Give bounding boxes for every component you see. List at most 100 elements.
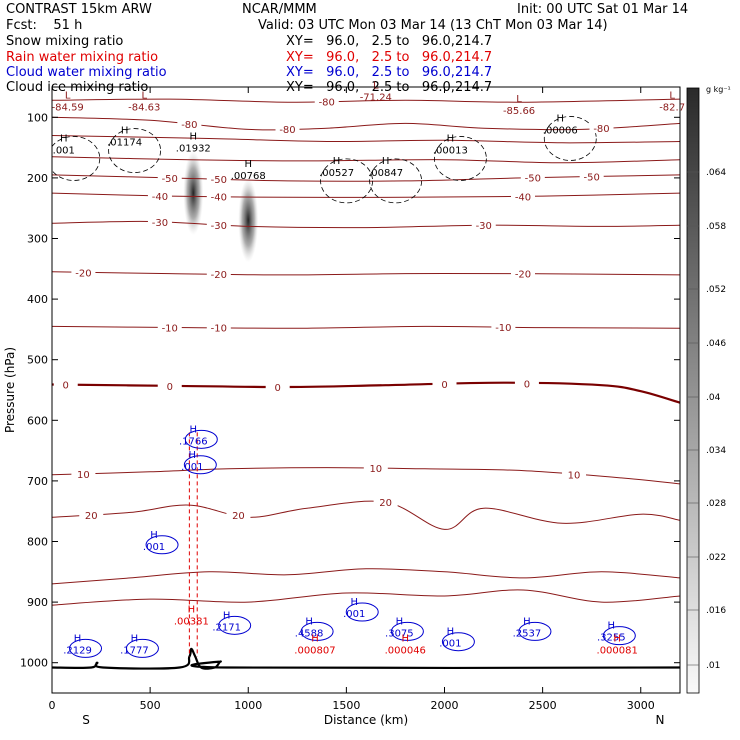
cloud-ice-contour-0 bbox=[52, 136, 101, 181]
temperature-contour-11 bbox=[52, 500, 680, 530]
y-tick-label-6: 700 bbox=[27, 475, 48, 488]
y-tick-label-2: 300 bbox=[27, 233, 48, 246]
temperature-contour-label-6: -50 bbox=[525, 174, 541, 185]
temp-label-bg-29 bbox=[226, 509, 251, 521]
temperature-contour-label-7: -50 bbox=[584, 173, 600, 184]
colorbar bbox=[686, 87, 700, 694]
cloud-water-high-marker-4: H bbox=[131, 633, 139, 644]
cloud-water-maximum-4: .1777 bbox=[120, 645, 149, 656]
temp-label-bg-2 bbox=[275, 122, 300, 134]
temp-label-bg-26 bbox=[363, 462, 388, 474]
cloud-ice-contour-3 bbox=[369, 158, 423, 204]
cloud-water-high-marker-1: H bbox=[189, 450, 197, 461]
cloud-water-high-marker-5: H bbox=[223, 610, 231, 621]
x-tick-label-4: 2000 bbox=[431, 699, 459, 712]
temp-label-bg-24 bbox=[514, 377, 539, 389]
temp-label-bg-8 bbox=[147, 189, 172, 201]
temp-label-bg-5 bbox=[206, 173, 231, 185]
cloud-ice-high-marker-2: H bbox=[333, 156, 341, 167]
colorbar-tick-label-0: .01 bbox=[706, 661, 720, 671]
snow-maximum-0: .01932 bbox=[176, 144, 211, 155]
colorbar-tick-label-8: .058 bbox=[706, 222, 726, 232]
x-tick-label-6: 3000 bbox=[627, 699, 655, 712]
temperature-contour-label-1: -80 bbox=[181, 120, 197, 131]
y-tick-label-3: 400 bbox=[27, 293, 48, 306]
north-end-label: N bbox=[656, 713, 665, 727]
cloud-water-maximum-8: .3075 bbox=[385, 628, 414, 639]
cloud-water-high-marker-6: H bbox=[305, 616, 313, 627]
temperature-contour-label-20: 0 bbox=[63, 381, 69, 392]
field-rain-name: Rain water mixing ratio bbox=[6, 50, 159, 65]
cloud-water-high-marker-10: H bbox=[523, 616, 531, 627]
temperature-contour-label-17: -10 bbox=[162, 323, 178, 334]
y-tick-label-8: 900 bbox=[27, 596, 48, 609]
temperature-contour-label-3: -80 bbox=[593, 124, 609, 135]
field-cloud-water-name: Cloud water mixing ratio bbox=[6, 65, 167, 80]
temperature-contour-label-30: 20 bbox=[379, 498, 392, 509]
y-tick-label-9: 1000 bbox=[20, 657, 48, 670]
snow-maximum-1: .00768 bbox=[231, 171, 266, 182]
cloud-ice-contour-1 bbox=[108, 128, 162, 173]
temperature-contour-label-24: 0 bbox=[524, 379, 530, 390]
cloud-ice-high-marker-4: H bbox=[447, 133, 455, 144]
temp-label-bg-25 bbox=[71, 467, 96, 479]
temperature-contour-0 bbox=[52, 98, 680, 103]
cloud-water-contour-10 bbox=[518, 621, 552, 641]
plot-frame bbox=[51, 86, 681, 694]
y-tick-label-5: 600 bbox=[27, 414, 48, 427]
temperature-contour-label-19: -10 bbox=[495, 323, 511, 334]
snow-shading-0 bbox=[183, 151, 204, 236]
rain-high-marker-2: H bbox=[401, 633, 409, 644]
cloud-water-contour-6 bbox=[300, 621, 334, 641]
rain-maximum-3: .000081 bbox=[597, 645, 638, 656]
field-snow-name: Snow mixing ratio bbox=[6, 34, 124, 49]
temp-label-bg-21 bbox=[157, 379, 182, 391]
colorbar-tick-label-7: .052 bbox=[706, 285, 726, 295]
cloud-water-maximum-0: .1766 bbox=[179, 436, 208, 447]
temperature-contour-7 bbox=[52, 271, 680, 276]
temperature-extremum-4: -82.7 bbox=[659, 102, 685, 113]
colorbar-tick-label-2: .022 bbox=[706, 553, 726, 563]
cloud-water-contour-11 bbox=[602, 626, 636, 646]
cloud-ice-maximum-1: .01174 bbox=[107, 138, 142, 149]
cloud-water-high-marker-7: H bbox=[350, 597, 358, 608]
temperature-contour-label-14: -20 bbox=[75, 268, 91, 279]
snow-high-marker-1: H bbox=[244, 159, 252, 170]
valid-time: Valid: 03 UTC Mon 03 Mar 14 (13 ChT Mon … bbox=[258, 18, 608, 33]
colorbar-tick-label-5: .04 bbox=[706, 393, 721, 403]
temperature-extremum-0: -84.59 bbox=[52, 102, 84, 113]
temperature-contour-label-10: -40 bbox=[515, 192, 531, 203]
y-tick-label-1: 200 bbox=[27, 172, 48, 185]
colorbar-tick-label-6: .046 bbox=[706, 339, 726, 349]
temperature-extremum-2: -71.24 bbox=[360, 93, 392, 104]
south-end-label: S bbox=[82, 713, 90, 727]
temperature-contour-label-21: 0 bbox=[167, 382, 173, 393]
cloud-water-contour-8 bbox=[390, 621, 424, 641]
temperature-contour-2 bbox=[52, 135, 680, 144]
temperature-contour-label-29: 20 bbox=[232, 511, 245, 522]
cloud-water-high-marker-11: H bbox=[608, 621, 616, 632]
low-marker-0: L bbox=[65, 90, 71, 101]
temperature-contour-13 bbox=[52, 589, 680, 606]
cloud-water-maximum-1: .001 bbox=[181, 462, 203, 473]
low-marker-4: L bbox=[669, 90, 675, 101]
cloud-water-high-marker-2: H bbox=[150, 530, 158, 541]
low-marker-3: L bbox=[516, 94, 522, 105]
cloud-ice-contour-2 bbox=[320, 158, 373, 204]
temp-label-bg-12 bbox=[206, 218, 231, 230]
model-title: CONTRAST 15km ARW bbox=[6, 2, 152, 17]
cloud-water-maximum-2: .001 bbox=[143, 542, 165, 553]
cloud-ice-maximum-3: .00847 bbox=[368, 168, 403, 179]
y-tick-label-0: 100 bbox=[27, 111, 48, 124]
colorbar-tick-label-3: .028 bbox=[706, 499, 726, 509]
cloud-water-maximum-11: .3255 bbox=[597, 633, 626, 644]
colorbar-tick-label-9: .064 bbox=[706, 168, 726, 178]
temp-label-bg-6 bbox=[520, 171, 545, 183]
org-label: NCAR/MMM bbox=[242, 2, 317, 17]
cloud-water-high-marker-9: H bbox=[447, 627, 455, 638]
temperature-contour-label-4: -50 bbox=[162, 174, 178, 185]
temp-label-bg-20 bbox=[53, 378, 78, 390]
x-axis-title: Distance (km) bbox=[324, 713, 408, 727]
low-marker-2: L bbox=[373, 81, 379, 92]
